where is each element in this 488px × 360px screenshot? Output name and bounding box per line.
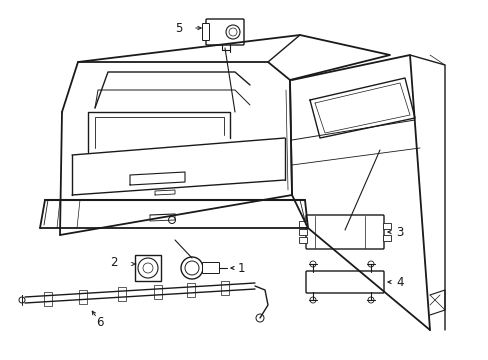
Bar [382, 223, 390, 229]
Bar [298, 221, 306, 227]
Bar [135, 255, 161, 281]
Text: 2: 2 [110, 256, 118, 269]
Text: 1: 1 [238, 261, 245, 274]
FancyBboxPatch shape [202, 262, 219, 274]
Text: 6: 6 [96, 315, 103, 328]
Text: 3: 3 [395, 225, 403, 238]
Bar [117, 287, 125, 301]
FancyBboxPatch shape [305, 215, 383, 249]
Bar [186, 283, 194, 297]
Circle shape [184, 261, 199, 275]
FancyBboxPatch shape [205, 19, 244, 45]
Bar [79, 289, 86, 303]
Bar [221, 281, 229, 295]
Circle shape [138, 258, 158, 278]
Text: 5: 5 [175, 22, 182, 35]
Bar [154, 285, 162, 299]
Circle shape [225, 25, 240, 39]
Circle shape [309, 297, 315, 303]
Text: 4: 4 [395, 275, 403, 288]
Circle shape [181, 257, 203, 279]
Circle shape [228, 28, 237, 36]
Circle shape [367, 297, 373, 303]
Circle shape [309, 261, 315, 267]
Bar [298, 237, 306, 243]
Circle shape [256, 314, 264, 322]
Bar [382, 235, 390, 241]
Bar [44, 292, 52, 306]
Circle shape [142, 263, 153, 273]
Circle shape [19, 297, 25, 303]
Bar [298, 229, 306, 235]
FancyBboxPatch shape [305, 271, 383, 293]
Circle shape [168, 216, 175, 224]
Circle shape [367, 261, 373, 267]
FancyBboxPatch shape [202, 23, 209, 40]
